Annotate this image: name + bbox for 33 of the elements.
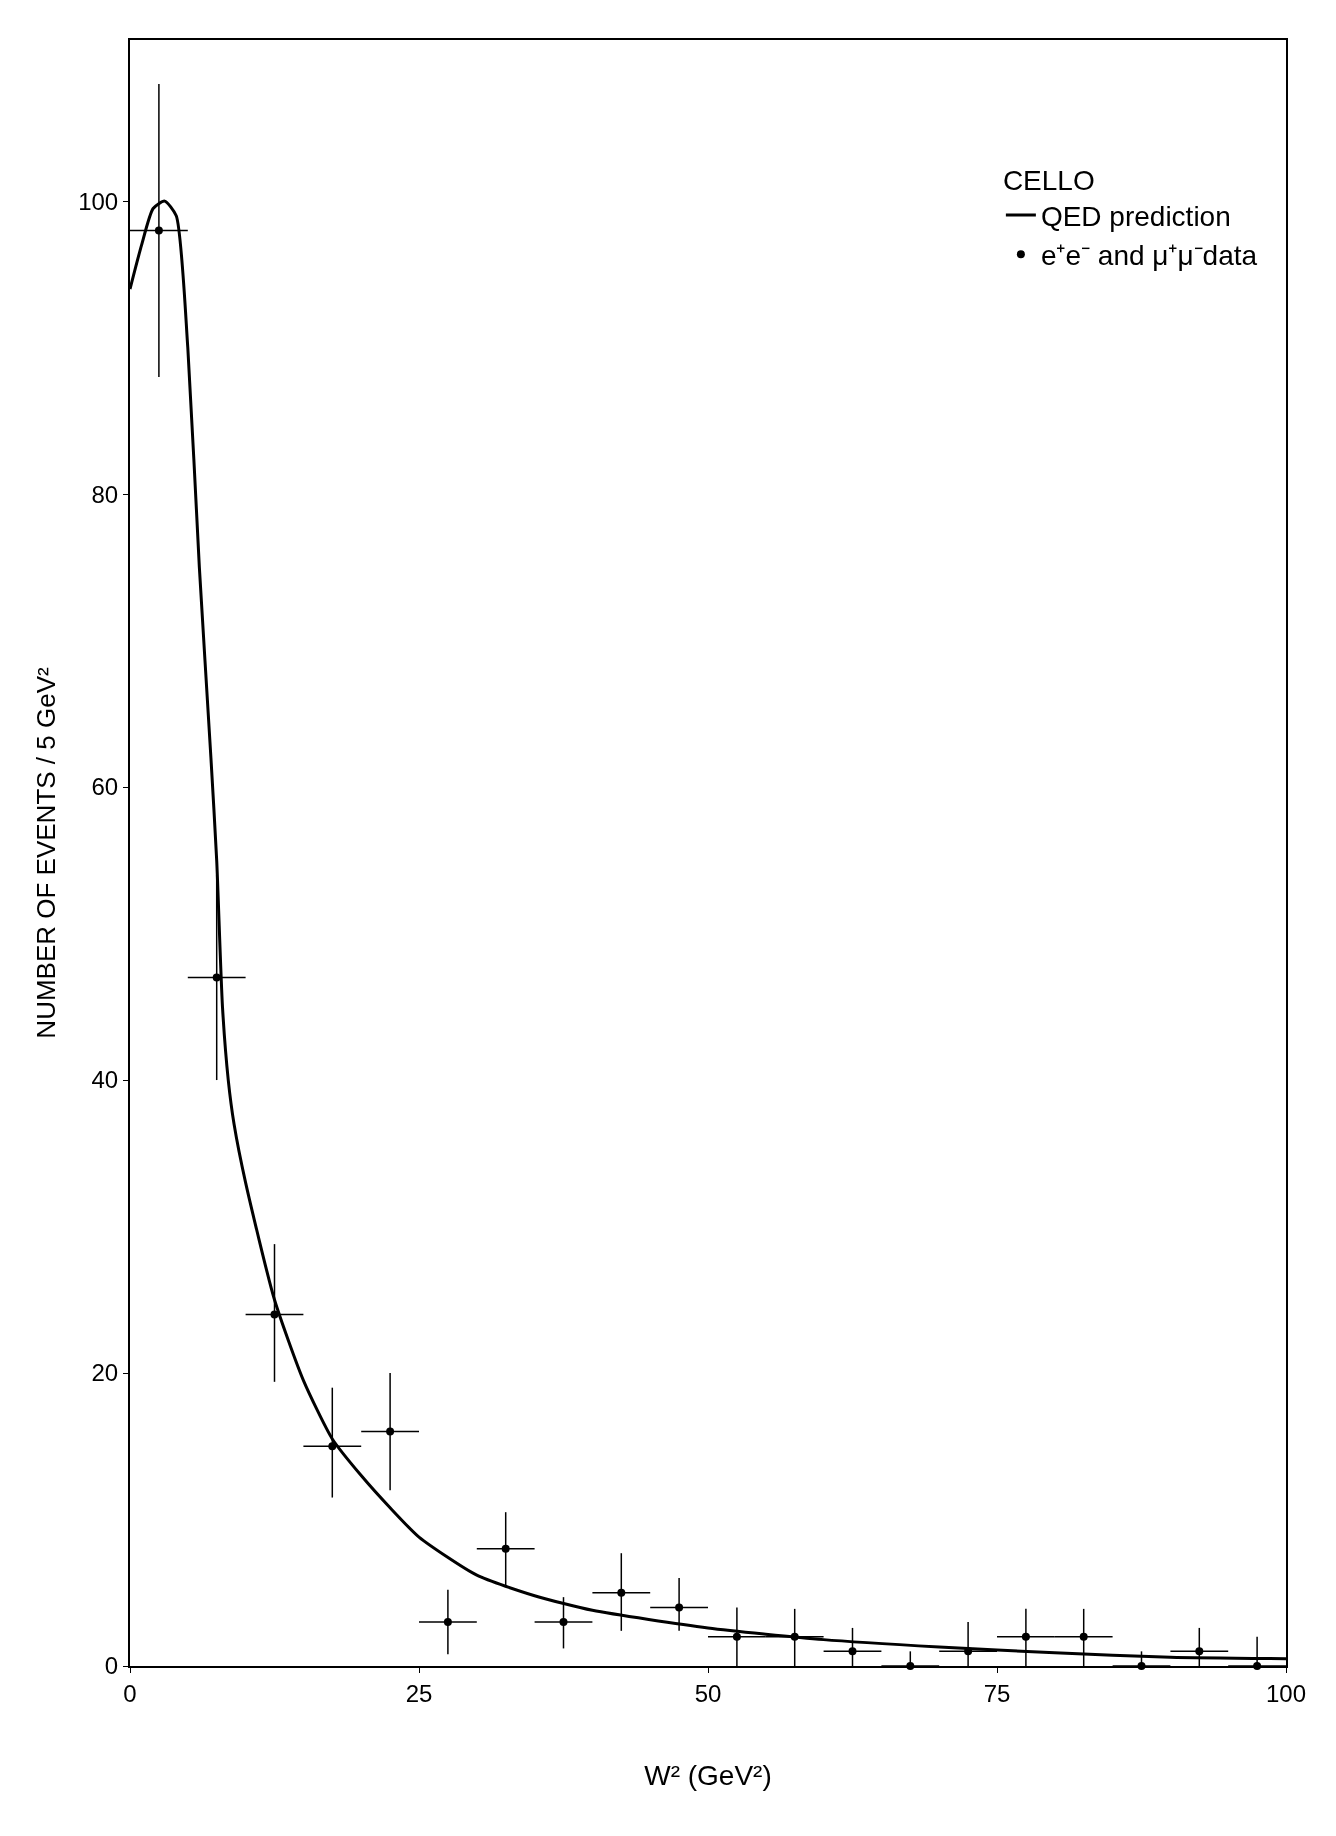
- x-tick-label: 100: [1265, 1679, 1307, 1707]
- point: [386, 1427, 395, 1436]
- point: [501, 1544, 510, 1553]
- x-tick-label: 75: [983, 1679, 1011, 1707]
- point: [675, 1603, 684, 1612]
- point: [790, 1632, 799, 1641]
- point: [328, 1442, 337, 1451]
- point: [1195, 1647, 1204, 1656]
- legend-title: CELLO: [1002, 165, 1095, 197]
- point: [732, 1632, 741, 1641]
- y-axis-title: NUMBER OF EVENTS / 5 GeV²: [31, 667, 62, 1039]
- point: [212, 973, 221, 982]
- point: [270, 1310, 279, 1319]
- x-tick-label: 0: [123, 1679, 137, 1707]
- point: [1079, 1632, 1088, 1641]
- y-tick-label: 20: [91, 1359, 119, 1387]
- x-axis-title: W² (GeV²): [644, 1760, 772, 1792]
- x-tick-label: 50: [694, 1679, 722, 1707]
- legend-label: e⁺e⁻ and μ⁺μ⁻data: [1040, 240, 1258, 272]
- y-tick-label: 0: [104, 1652, 119, 1680]
- point: [617, 1588, 626, 1597]
- point: [848, 1647, 857, 1656]
- y-tick-label: 40: [91, 1066, 119, 1094]
- legend-label: QED prediction: [1040, 200, 1231, 232]
- y-tick-label: 80: [91, 480, 119, 508]
- y-tick-label: 100: [78, 187, 119, 215]
- point: [443, 1618, 452, 1627]
- y-tick-label: 60: [91, 773, 119, 801]
- point: [154, 226, 163, 235]
- x-tick-label: 25: [405, 1679, 433, 1707]
- point: [1021, 1632, 1030, 1641]
- point: [964, 1647, 973, 1656]
- point: [559, 1618, 568, 1627]
